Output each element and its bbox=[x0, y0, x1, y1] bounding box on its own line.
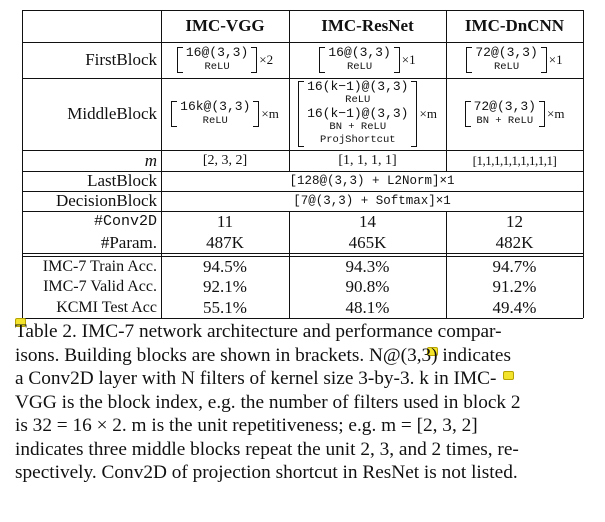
firstblock-vgg: 16@(3,3) ReLU ×2 bbox=[161, 42, 289, 78]
conv2d-vgg: 11 bbox=[216, 211, 234, 231]
row-label-m: m bbox=[144, 150, 157, 170]
row-label-firstblock: FirstBlock bbox=[85, 50, 157, 69]
m-dncnn: [1,1,1,1,1,1,1,1,1] bbox=[472, 152, 557, 168]
row-label-params: #Param. bbox=[100, 232, 157, 252]
middleblock-vgg: 16k@(3,3) ReLU ×m bbox=[161, 78, 289, 150]
column-header-dncnn: IMC-DnCNN bbox=[464, 16, 565, 35]
train-resnet: 94.3% bbox=[345, 256, 390, 276]
annotation-note-icon[interactable] bbox=[427, 347, 438, 356]
caption-line: a Conv2D layer with N filters of kernel … bbox=[15, 368, 497, 389]
row-rule bbox=[22, 171, 583, 172]
column-rule bbox=[583, 10, 584, 318]
m-resnet: [1, 1, 1, 1] bbox=[338, 152, 397, 168]
caption-line: isons. Building blocks are shown in brac… bbox=[15, 344, 511, 366]
kcmi-vgg: 55.1% bbox=[203, 297, 247, 317]
valid-dncnn: 91.2% bbox=[492, 277, 537, 296]
kcmi-dncnn: 49.4% bbox=[492, 297, 537, 317]
row-label-valid: IMC-7 Valid Acc. bbox=[43, 278, 157, 295]
caption-line: Table 2. IMC-7 network architecture and … bbox=[15, 321, 502, 342]
lastblock-all: [128@(3,3) + L2Norm]×1 bbox=[289, 174, 455, 188]
row-label-train: IMC-7 Train Acc. bbox=[42, 257, 157, 275]
column-rule bbox=[22, 10, 23, 318]
column-rule bbox=[289, 211, 290, 318]
conv2d-resnet: 14 bbox=[359, 211, 376, 231]
firstblock-resnet: 16@(3,3) ReLU ×1 bbox=[289, 42, 446, 78]
column-header-vgg: IMC-VGG bbox=[185, 16, 265, 35]
table-top-rule bbox=[22, 10, 583, 11]
decisionblock-all: [7@(3,3) + Softmax]×1 bbox=[293, 194, 451, 208]
column-rule bbox=[161, 10, 162, 318]
table-header-rule bbox=[22, 42, 583, 43]
row-rule bbox=[22, 253, 583, 254]
kcmi-resnet: 48.1% bbox=[345, 297, 390, 317]
column-rule bbox=[446, 211, 447, 318]
m-vgg: [2, 3, 2] bbox=[202, 152, 248, 168]
train-dncnn: 94.7% bbox=[492, 256, 537, 276]
table-bottom-rule bbox=[22, 318, 583, 319]
annotation-note-icon[interactable] bbox=[503, 371, 514, 380]
valid-vgg: 92.1% bbox=[203, 277, 247, 296]
row-label-lastblock: LastBlock bbox=[87, 171, 157, 190]
column-rule bbox=[289, 10, 290, 171]
train-vgg: 94.5% bbox=[203, 256, 247, 276]
row-label-kcmi: KCMI Test Acc bbox=[56, 298, 157, 316]
column-rule bbox=[446, 10, 447, 171]
middleblock-dncnn: 72@(3,3) BN + ReLU ×m bbox=[446, 78, 583, 150]
row-label-decisionblock: DecisionBlock bbox=[55, 191, 157, 210]
valid-resnet: 90.8% bbox=[345, 277, 390, 296]
row-rule bbox=[22, 78, 583, 79]
annotation-note-icon[interactable] bbox=[15, 318, 26, 327]
caption-line: is 32 = 16 × 2. m is the unit repetitive… bbox=[15, 415, 478, 436]
params-dncnn: 482K bbox=[495, 232, 534, 252]
row-label-conv2d: #Conv2D bbox=[93, 213, 157, 230]
caption-line: indicates three middle blocks repeat the… bbox=[15, 438, 519, 460]
params-vgg: 487K bbox=[206, 232, 244, 252]
caption-line: VGG is the block index, e.g. the number … bbox=[15, 391, 521, 413]
table-caption: Table 2. IMC-7 network architecture and … bbox=[15, 320, 593, 485]
row-rule bbox=[22, 191, 583, 192]
row-label-middleblock: MiddleBlock bbox=[67, 104, 157, 123]
row-rule bbox=[22, 256, 583, 257]
row-rule bbox=[22, 211, 583, 212]
firstblock-dncnn: 72@(3,3) ReLU ×1 bbox=[446, 42, 583, 78]
params-resnet: 465K bbox=[348, 232, 387, 252]
column-header-resnet: IMC-ResNet bbox=[321, 16, 414, 35]
caption-line: spectively. Conv2D of projection shortcu… bbox=[15, 462, 518, 483]
row-rule bbox=[22, 150, 583, 151]
conv2d-dncnn: 12 bbox=[506, 211, 523, 231]
middleblock-resnet: 16(k−1)@(3,3) ReLU 16(k−1)@(3,3) BN + Re… bbox=[289, 78, 446, 150]
